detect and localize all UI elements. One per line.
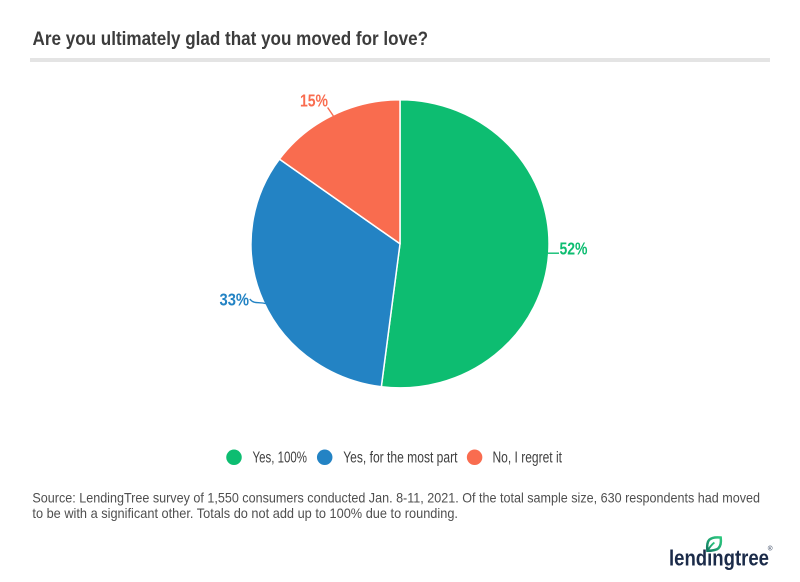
svg-text:52%: 52% [560, 239, 588, 259]
svg-text:No, I regret it: No, I regret it [493, 450, 563, 467]
svg-text:Yes, 100%: Yes, 100% [253, 450, 308, 467]
svg-text:®: ® [768, 545, 773, 553]
svg-text:Are you ultimately glad that y: Are you ultimately glad that you moved f… [33, 29, 429, 50]
svg-text:Yes, for the most part: Yes, for the most part [343, 450, 458, 467]
svg-text:to be with a significant other: to be with a significant other. Totals d… [32, 505, 458, 521]
svg-text:33%: 33% [220, 290, 250, 310]
svg-text:15%: 15% [300, 91, 328, 111]
svg-text:Source: LendingTree survey of: Source: LendingTree survey of 1,550 cons… [32, 489, 760, 505]
svg-text:lendingtree: lendingtree [669, 545, 769, 570]
